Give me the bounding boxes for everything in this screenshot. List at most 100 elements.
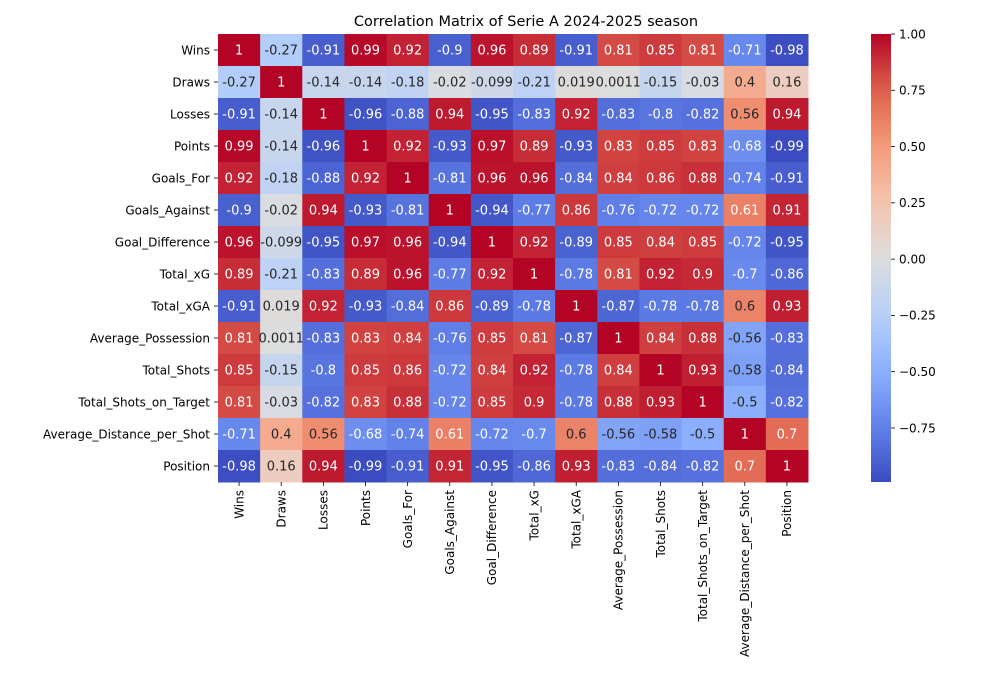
cell-value-label: 0.96: [477, 172, 506, 187]
cell-value-label: 0.81: [225, 332, 254, 347]
cell-value-label: 1: [361, 140, 369, 155]
heatmap-cell: [681, 322, 725, 355]
cell-value-label: -0.18: [264, 172, 298, 187]
cell-value-label: 0.84: [393, 332, 422, 347]
heatmap-cell: [428, 290, 472, 323]
cell-value-label: 0.96: [393, 268, 422, 283]
cell-value-label: -0.99: [770, 140, 804, 155]
cell-value-label: 0.0011: [596, 76, 642, 91]
cell-value-label: 0.16: [267, 460, 296, 475]
heatmap-cell: [470, 322, 514, 355]
y-tick-label: Goals_Against: [125, 203, 210, 217]
colorbar-gradient: [871, 34, 891, 482]
heatmap-cell: [344, 130, 388, 163]
heatmap-cell: [302, 386, 345, 419]
heatmap-cell: [513, 322, 556, 355]
heatmap-cell: [555, 258, 598, 291]
cell-value-label: 0.92: [562, 108, 591, 123]
cell-value-label: 0.99: [225, 140, 254, 155]
colorbar-tick-label: −0.25: [899, 309, 936, 323]
cell-value-label: -0.21: [517, 76, 551, 91]
heatmap-cell: [723, 34, 767, 67]
cell-value-label: -0.58: [728, 364, 762, 379]
colorbar-tick-label: 0.50: [899, 140, 926, 154]
heatmap-cell: [302, 450, 345, 483]
heatmap-cell: [470, 98, 514, 131]
cell-value-label: -0.86: [770, 268, 804, 283]
heatmap-cell: [428, 226, 472, 259]
cell-value-label: -0.18: [391, 76, 425, 91]
cell-value-label: -0.91: [222, 300, 256, 315]
cell-value-label: 0.56: [309, 428, 338, 443]
heatmap-cell: [428, 98, 472, 131]
heatmap-cell: [765, 322, 809, 355]
heatmap-cell: [470, 34, 514, 67]
cell-value-label: -0.8: [311, 364, 336, 379]
cell-value-label: -0.82: [770, 396, 804, 411]
heatmap-cell: [513, 418, 556, 451]
heatmap-cell: [639, 386, 683, 419]
cell-value-label: -0.68: [728, 140, 762, 155]
cell-value-label: 1: [319, 108, 327, 123]
cell-value-label: -0.91: [559, 44, 593, 59]
cell-value-label: -0.15: [644, 76, 678, 91]
heatmap-cell: [765, 290, 809, 323]
cell-value-label: 0.92: [225, 172, 254, 187]
cell-value-label: 0.97: [477, 140, 506, 155]
heatmap-cell: [386, 290, 430, 323]
heatmap-cell: [597, 194, 640, 227]
colorbar-tick-label: 1.00: [899, 27, 926, 41]
x-tick-labels: Wins Draws Losses Points Goals_For Goals_Agai…: [232, 482, 794, 657]
x-tick-label: Average_Distance_per_Shot: [738, 490, 752, 657]
cell-value-label: -0.94: [475, 204, 509, 219]
cell-value-label: 0.91: [435, 460, 464, 475]
cell-value-label: 0.96: [477, 44, 506, 59]
heatmap-cell: [639, 418, 683, 451]
cell-value-label: -0.72: [475, 428, 509, 443]
cell-value-label: 0.85: [646, 44, 675, 59]
cell-value-label: -0.89: [559, 236, 593, 251]
heatmap-cell: [555, 66, 598, 99]
cell-value-label: 0.81: [604, 268, 633, 283]
cell-value-label: -0.14: [349, 76, 383, 91]
heatmap-cell: [428, 418, 472, 451]
cell-value-label: 1: [235, 44, 243, 59]
cell-value-label: -0.14: [264, 140, 298, 155]
heatmap-cell: [555, 34, 598, 67]
cell-value-label: 0.92: [477, 268, 506, 283]
cell-value-label: 0.93: [646, 396, 675, 411]
heatmap-cell: [513, 258, 556, 291]
y-tick-label: Wins: [181, 43, 210, 57]
heatmap-cell: [260, 290, 303, 323]
x-tick-label: Average_Possession: [612, 490, 626, 610]
heatmap-cell: [597, 418, 640, 451]
heatmap-cell: [765, 98, 809, 131]
x-tick-label: Goal_Difference: [485, 490, 499, 585]
heatmap-cell: [302, 290, 345, 323]
heatmap-cell: [513, 34, 556, 67]
cell-value-label: -0.81: [433, 172, 467, 187]
heatmap-cell: [723, 450, 767, 483]
cell-value-label: -0.91: [391, 460, 425, 475]
heatmap-cell: [260, 354, 303, 387]
cell-value-label: 0.16: [772, 76, 801, 91]
cell-value-label: -0.78: [559, 364, 593, 379]
cell-value-label: -0.98: [770, 44, 804, 59]
cell-value-label: -0.71: [222, 428, 256, 443]
heatmap-cell: [428, 354, 472, 387]
cell-value-label: 0.92: [520, 236, 549, 251]
heatmap-cell: [470, 162, 514, 195]
cell-value-label: -0.93: [349, 204, 383, 219]
heatmap-cell: [597, 386, 640, 419]
heatmap-cell: [344, 34, 388, 67]
cell-value-label: 0.86: [562, 204, 591, 219]
y-tick-label: Goal_Difference: [115, 235, 210, 249]
colorbar-tick-label: 0.25: [899, 196, 926, 210]
heatmap-cell: [723, 98, 767, 131]
cell-value-label: 0.86: [393, 364, 422, 379]
cell-value-label: 0.83: [604, 140, 633, 155]
heatmap-cell: [260, 258, 303, 291]
heatmap-cell: [723, 290, 767, 323]
cell-value-label: -0.14: [307, 76, 341, 91]
